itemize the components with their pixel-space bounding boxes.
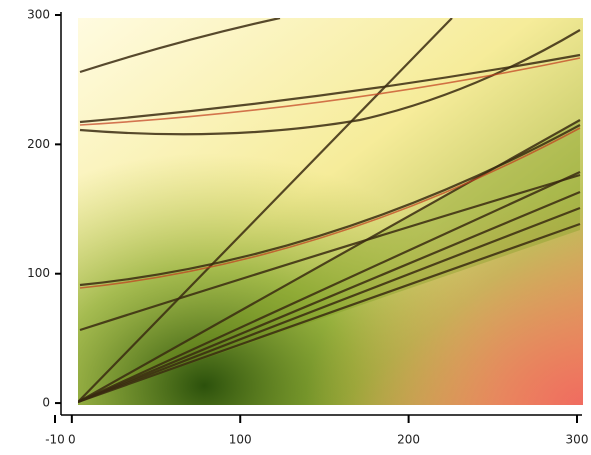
- y-tick-label: 300: [27, 8, 50, 22]
- x-tick-label: -10: [45, 433, 65, 447]
- chart: 0100200300-100100200300: [0, 0, 591, 455]
- x-tick-label: 300: [566, 433, 589, 447]
- x-tick-label: 200: [397, 433, 420, 447]
- y-tick-label: 0: [42, 396, 50, 410]
- heatmap-image: [78, 18, 583, 405]
- y-tick-label: 100: [27, 266, 50, 280]
- x-tick-label: 100: [229, 433, 252, 447]
- page: 0100200300-100100200300 (() => { const d…: [0, 0, 591, 455]
- y-tick-label: 200: [27, 137, 50, 151]
- x-tick-label: 0: [68, 433, 76, 447]
